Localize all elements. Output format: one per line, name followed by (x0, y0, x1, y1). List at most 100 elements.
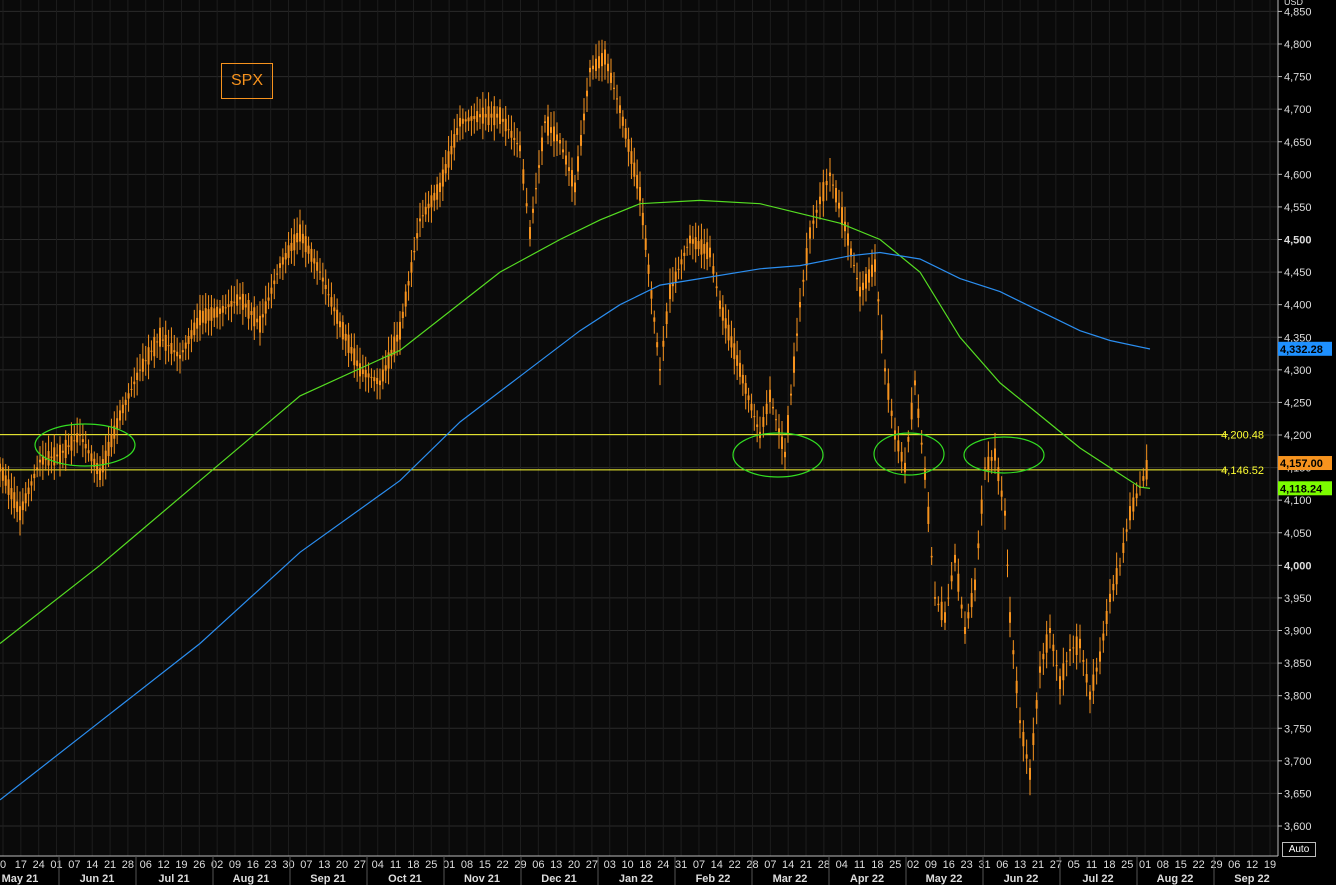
price-candle (650, 290, 653, 299)
price-candle (467, 117, 470, 122)
x-day-label: 08 (461, 859, 473, 871)
price-candle (101, 459, 104, 473)
price-candle (507, 129, 510, 131)
x-month-label: Jun 22 (1004, 873, 1039, 885)
x-day-label: 10 (621, 859, 633, 871)
price-candle (290, 242, 293, 251)
price-candle (301, 233, 304, 244)
price-candle (384, 365, 387, 371)
price-candle (890, 410, 893, 416)
y-tick-label: 4,600 (1284, 169, 1312, 181)
price-candle (510, 130, 513, 138)
price-candle (691, 238, 694, 244)
price-candle (1069, 649, 1071, 652)
y-tick-label: 4,450 (1284, 267, 1312, 279)
price-candle (769, 389, 771, 403)
y-unit-label: USD (1284, 0, 1304, 7)
price-candle (689, 235, 691, 244)
price-candle (187, 336, 190, 345)
y-tick-label: 4,750 (1284, 72, 1312, 84)
price-candle (616, 98, 618, 100)
price-candle (204, 308, 207, 324)
price-candle (421, 215, 424, 217)
price-candle (1062, 663, 1065, 681)
x-month-label: Sep 22 (1234, 873, 1269, 885)
price-candle (67, 445, 70, 448)
price-candle (859, 286, 861, 297)
price-candle (644, 238, 647, 250)
price-candle (553, 126, 555, 142)
price-candle (36, 467, 39, 470)
price-candle (250, 311, 253, 316)
price-candle (994, 448, 996, 461)
price-candle (127, 393, 130, 399)
price-candle (784, 451, 786, 458)
price-candle (1075, 636, 1078, 655)
support-ellipse (873, 432, 945, 476)
x-day-label: 13 (318, 859, 330, 871)
price-candle (241, 293, 244, 310)
price-candle (977, 543, 980, 549)
price-candle (917, 408, 920, 418)
price-candle (247, 299, 250, 319)
price-candle (930, 555, 933, 558)
price-candle (1109, 593, 1111, 602)
x-axis: 0 17 24 01 07 14 21 28 06 12 19 26 02 09 16 23 30 07 13 20 2… (0, 855, 1278, 885)
y-tick-label: 3,750 (1284, 723, 1312, 735)
price-candle (61, 450, 64, 453)
y-tick-label: 4,550 (1284, 202, 1312, 214)
price-candle (636, 175, 639, 189)
price-candle (967, 612, 970, 619)
auto-scale-button[interactable]: Auto (1282, 842, 1316, 857)
price-candle (1079, 638, 1081, 649)
price-candle (16, 501, 19, 512)
x-day-label: 18 (407, 859, 419, 871)
y-tick-label: 4,850 (1284, 6, 1312, 18)
price-candle (630, 151, 633, 164)
price-candle (604, 49, 606, 65)
price-candle (1059, 676, 1061, 690)
price-candle (0, 463, 1, 472)
price-candle (1039, 666, 1041, 673)
price-candle (484, 113, 487, 118)
price-candle (13, 492, 16, 509)
price-candle (110, 434, 113, 448)
price-candle (236, 294, 239, 306)
x-day-label: 11 (1086, 859, 1097, 871)
price-candle (706, 242, 709, 260)
x-day-label: 04 (372, 859, 384, 871)
price-candle (1025, 754, 1028, 759)
price-candle (487, 106, 490, 126)
x-day-label: 11 (390, 859, 401, 871)
price-candle (677, 268, 680, 270)
price-candle (562, 149, 564, 153)
price-candle (99, 468, 101, 480)
x-day-label: 02 (907, 859, 919, 871)
x-month-label: Oct 21 (388, 873, 422, 885)
price-candle (669, 284, 671, 300)
x-day-label: 07 (68, 859, 80, 871)
price-tag-label: 4,118.24 (1280, 483, 1323, 495)
price-candle (844, 221, 846, 232)
price-candle (832, 184, 834, 186)
price-candle (1112, 583, 1115, 591)
price-candle (756, 424, 759, 427)
price-candle (430, 195, 433, 208)
price-candle (793, 356, 795, 373)
price-candle (119, 410, 121, 421)
price-candle (207, 309, 210, 321)
price-candle (361, 369, 364, 375)
price-candle (736, 355, 739, 366)
price-candle (56, 454, 59, 457)
price-candle (874, 259, 876, 272)
price-candle (153, 336, 156, 357)
price-candle (571, 170, 573, 187)
price-candle (984, 467, 986, 469)
y-tick-label: 3,600 (1284, 821, 1312, 833)
price-candle (838, 202, 840, 209)
x-month-label: May 22 (926, 873, 963, 885)
price-candle (493, 106, 496, 126)
price-candle (344, 333, 347, 341)
price-candle (276, 273, 279, 275)
price-candle (595, 58, 597, 71)
